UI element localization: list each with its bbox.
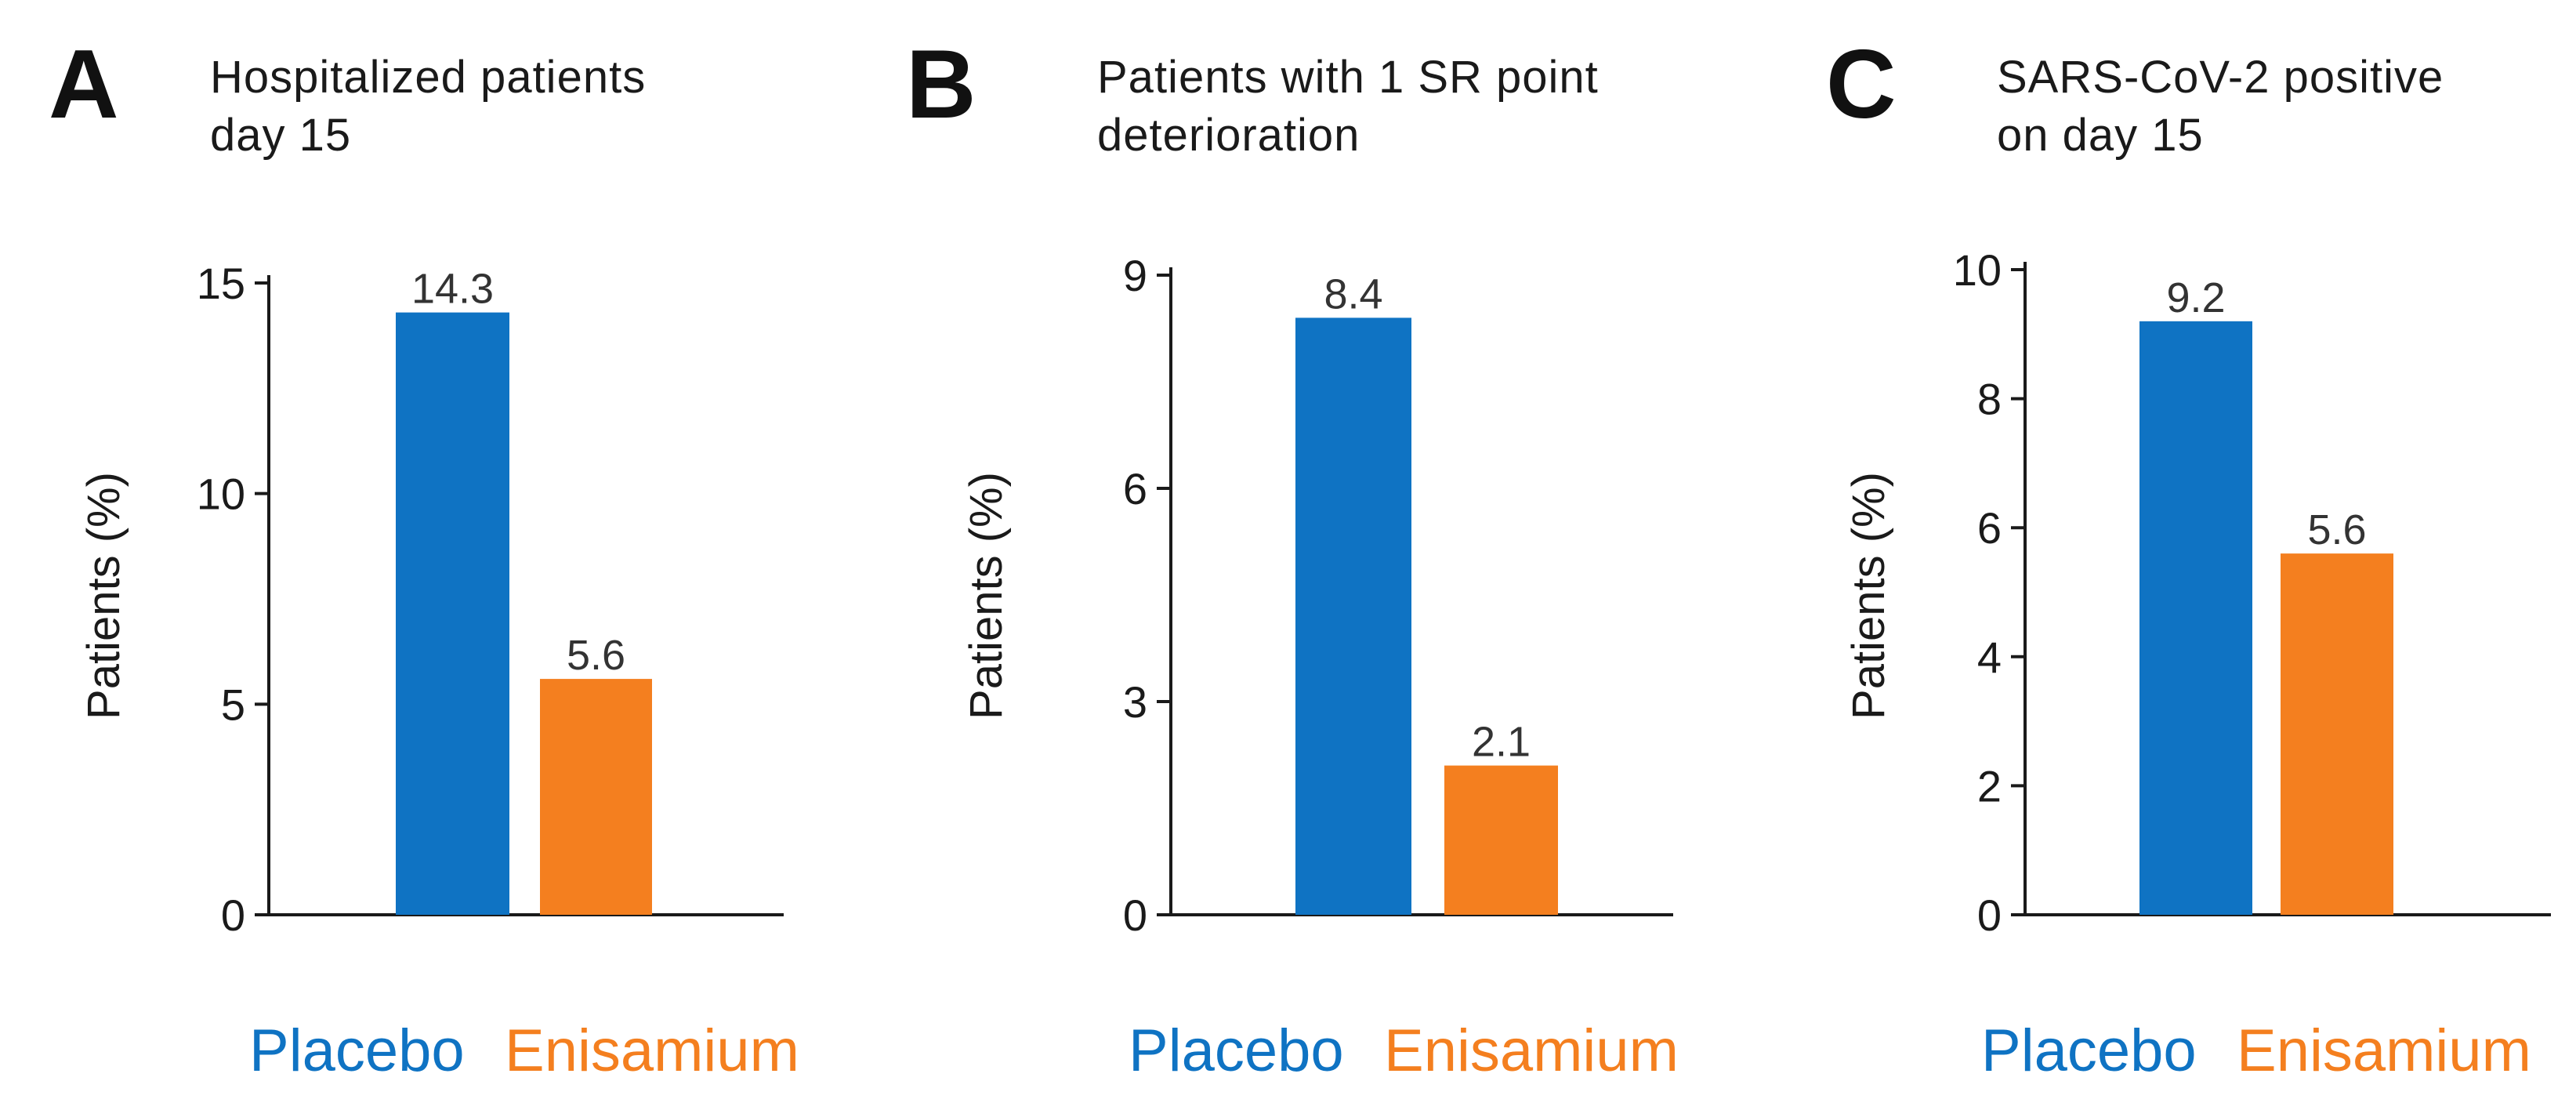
panel-c-y-tick-label: 4 — [1977, 633, 2002, 682]
panel-c-bar-placebo — [2139, 321, 2252, 916]
panel-b-legend-enisamium: Enisamium — [1384, 1017, 1679, 1084]
panel-b-title-line-2: deterioration — [1097, 110, 1360, 161]
panel-b-title-line-1: Patients with 1 SR point — [1097, 52, 1599, 103]
panel-b-y-axis-label: Patients (%) — [961, 472, 1012, 720]
panel-a-data-label-placebo: 14.3 — [411, 266, 494, 313]
panel-b-data-label-placebo: 8.4 — [1324, 270, 1382, 317]
panel-c-data-label-placebo: 9.2 — [2166, 274, 2225, 321]
panel-b-y-tick-label: 6 — [1123, 464, 1147, 513]
panel-c-bar-enisamium — [2281, 553, 2393, 915]
panel-a-data-label-enisamium: 5.6 — [567, 632, 625, 679]
panel-a-title-line-1: Hospitalized patients — [210, 52, 646, 103]
panel-b-y-tick-label: 9 — [1123, 251, 1147, 300]
panel-a-title-line-2: day 15 — [210, 110, 351, 161]
panel-c-letter: C — [1826, 31, 1897, 139]
panel-c-legend-placebo: Placebo — [1981, 1017, 2197, 1084]
panel-c-y-tick-label: 10 — [1953, 245, 2002, 295]
panel-c-y-tick-label: 2 — [1977, 761, 2002, 811]
panel-a-y-tick-label: 10 — [197, 470, 245, 519]
panel-c-title-line-2: on day 15 — [1997, 110, 2204, 161]
panel-a-legend-enisamium: Enisamium — [505, 1017, 799, 1084]
panel-a-y-tick-label: 15 — [197, 259, 245, 308]
panel-b-bar-enisamium — [1444, 765, 1558, 915]
panel-a-legend-placebo: Placebo — [249, 1017, 465, 1084]
panel-a-y-axis-label: Patients (%) — [78, 472, 129, 720]
panel-b-data-label-enisamium: 2.1 — [1472, 719, 1531, 766]
panel-c-data-label-enisamium: 5.6 — [2307, 506, 2366, 553]
panel-c-legend-enisamium: Enisamium — [2237, 1017, 2531, 1084]
panel-a-bar-placebo — [396, 312, 509, 915]
panel-b-letter: B — [906, 31, 976, 139]
panel-a-y-tick-label: 0 — [221, 890, 245, 940]
panel-a-letter: A — [49, 31, 119, 139]
panel-c-y-axis-label: Patients (%) — [1843, 472, 1894, 720]
panel-c-title-line-1: SARS-CoV-2 positive — [1997, 52, 2444, 103]
panel-b-y-tick-label: 3 — [1123, 677, 1147, 727]
panel-c-y-tick-label: 6 — [1977, 503, 2002, 553]
panel-b-bar-placebo — [1295, 317, 1411, 915]
panel-b-y-tick-label: 0 — [1123, 890, 1147, 940]
panel-a-bar-enisamium — [540, 679, 652, 915]
panel-b-legend-placebo: Placebo — [1129, 1017, 1344, 1084]
panel-c-y-tick-label: 0 — [1977, 890, 2002, 940]
panel-a-y-tick-label: 5 — [221, 680, 245, 729]
panel-c-y-tick-label: 8 — [1977, 375, 2002, 424]
